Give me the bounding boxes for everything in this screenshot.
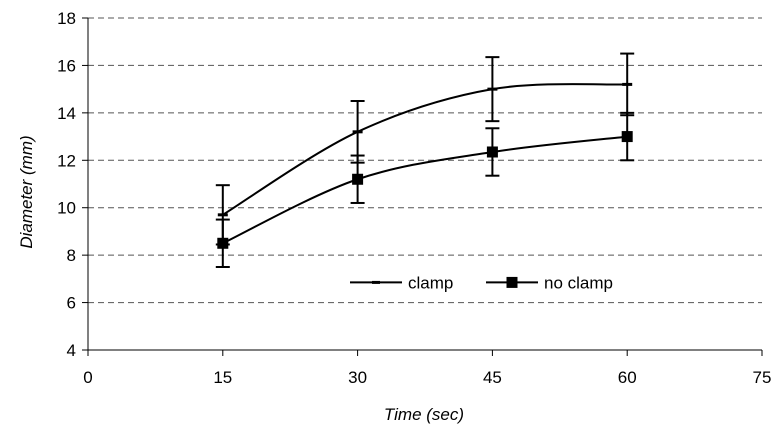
x-tick-label: 30 <box>348 368 367 387</box>
series-line <box>222 83 628 216</box>
data-point-square <box>217 237 229 249</box>
series-no-clamp <box>215 111 635 268</box>
y-tick-label: 4 <box>67 341 76 360</box>
data-point-square <box>486 146 498 158</box>
legend: clamp no clamp <box>350 273 613 292</box>
legend-label: no clamp <box>544 273 613 292</box>
y-tick-label: 12 <box>57 151 76 170</box>
legend-label: clamp <box>408 273 453 292</box>
legend-item-clamp: clamp <box>350 273 453 292</box>
data-point-square <box>621 131 633 143</box>
y-tick-label: 8 <box>67 246 76 265</box>
y-tick-label: 10 <box>57 199 76 218</box>
x-tick-label: 0 <box>83 368 92 387</box>
x-axis-title: Time (sec) <box>384 405 464 424</box>
x-tick-label: 75 <box>753 368 772 387</box>
y-axis-title: Diameter (mm) <box>17 135 36 248</box>
axes <box>82 17 763 356</box>
x-tick-label: 60 <box>618 368 637 387</box>
x-tick-label: 45 <box>483 368 502 387</box>
x-tick-label: 15 <box>213 368 232 387</box>
tick-labels: 4 6 8 10 12 14 16 18 0 15 30 45 60 75 <box>57 9 771 387</box>
y-tick-label: 16 <box>57 56 76 75</box>
series-line <box>222 135 628 245</box>
y-tick-label: 18 <box>57 9 76 28</box>
data-point-square <box>352 173 364 185</box>
y-tick-label: 14 <box>57 104 76 123</box>
legend-marker-square <box>506 276 518 288</box>
legend-item-no-clamp: no clamp <box>486 273 613 292</box>
series-layer <box>215 52 635 268</box>
y-tick-label: 6 <box>67 294 76 313</box>
gridlines <box>88 17 762 304</box>
